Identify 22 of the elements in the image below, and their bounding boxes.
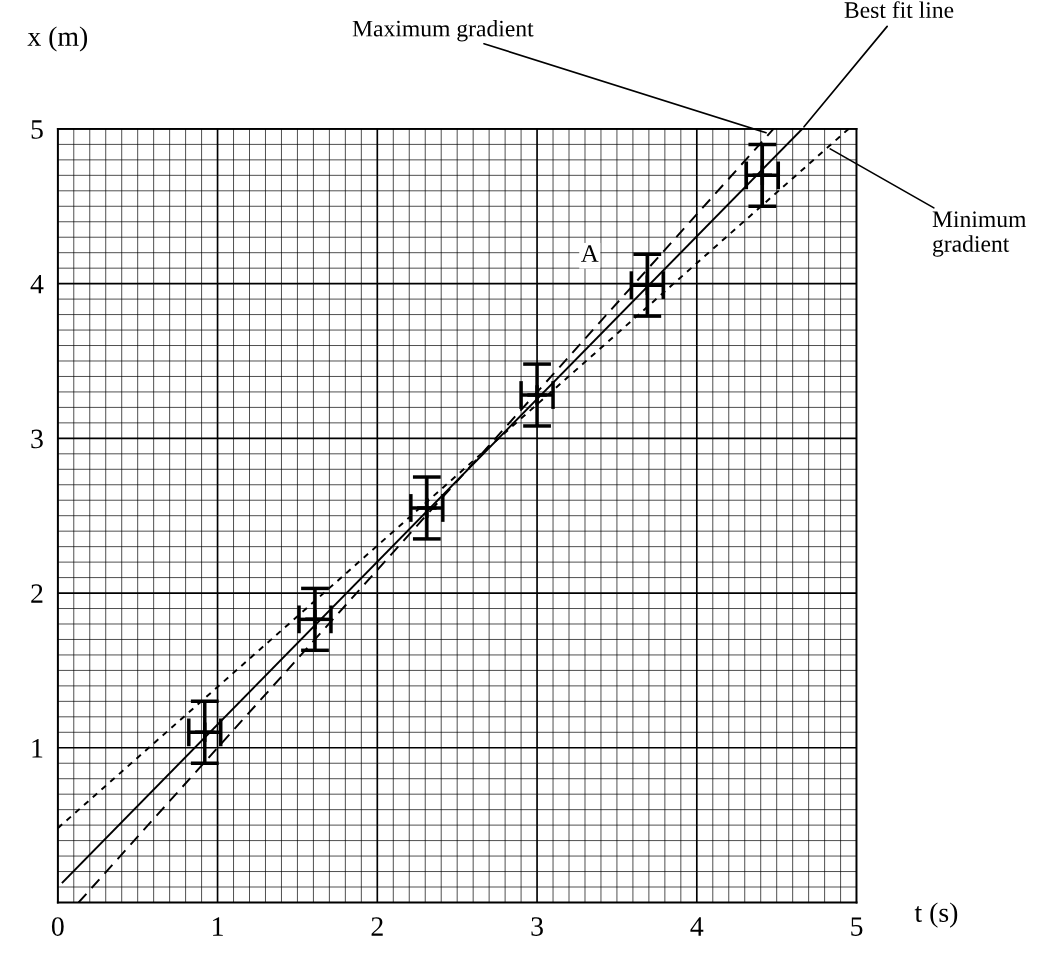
x-axis-title: t (s) [914,902,958,928]
y-tick-label: 3 [31,429,43,449]
x-tick-label: 2 [371,917,383,936]
x-tick-label: 0 [51,917,64,936]
x-tick-label: 5 [851,917,863,936]
point [525,383,549,407]
annotation: Maximum gradient [352,19,534,42]
y-tick-label: 1 [32,739,43,758]
x-tick-label: 1 [213,917,223,936]
point [415,496,439,520]
y-axis-title: x (m) [27,26,88,52]
x-tick-label: 3 [531,917,543,936]
point [193,720,217,744]
annotation: Best fit line [844,1,954,19]
point [750,163,774,187]
y-tick-label: 5 [31,120,43,139]
x-tick-label: 4 [690,917,704,936]
y-tick-label: 2 [31,584,43,603]
point [303,607,327,631]
annotation: Minimum gradient [932,211,1027,257]
annotation: A [581,245,599,262]
y-tick-label: 4 [30,274,44,294]
